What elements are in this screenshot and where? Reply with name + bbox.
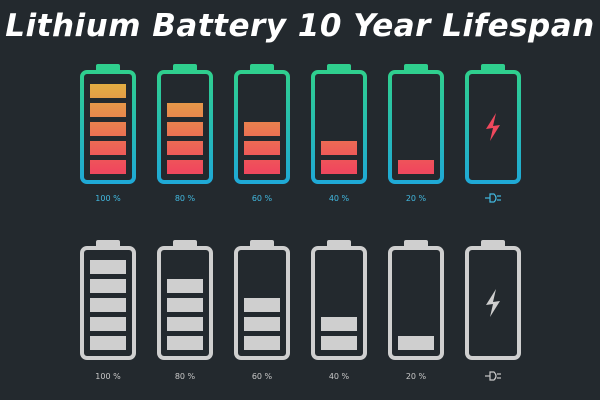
- battery: [465, 64, 521, 184]
- charge-segment: [167, 103, 203, 117]
- charge-segment: [244, 336, 280, 350]
- charge-segment: [90, 336, 126, 350]
- lightning-bolt-icon: [486, 289, 500, 317]
- plug-icon: [485, 371, 501, 381]
- charge-segment: [167, 160, 203, 174]
- battery-frame: [465, 246, 521, 360]
- charge-segment: [167, 317, 203, 331]
- charge-segment: [244, 141, 280, 155]
- charge-segment: [90, 317, 126, 331]
- charge-segment: [90, 122, 126, 136]
- charge-segment: [244, 317, 280, 331]
- charge-segment: [321, 336, 357, 350]
- battery: [388, 64, 444, 184]
- battery-level-label: 40 %: [328, 194, 350, 203]
- battery-level-label: 40 %: [328, 372, 350, 381]
- battery-frame: [311, 246, 367, 360]
- charge-segment: [90, 141, 126, 155]
- battery: [80, 64, 136, 184]
- charge-segment: [321, 141, 357, 155]
- charge-segment: [167, 336, 203, 350]
- lightning-bolt-icon: [486, 113, 500, 141]
- battery-level-label: 60 %: [251, 194, 273, 203]
- page-title: Lithium Battery 10 Year Lifespan: [5, 8, 595, 44]
- battery-frame: [388, 246, 444, 360]
- charge-segment: [90, 84, 126, 98]
- charge-segment: [321, 317, 357, 331]
- battery-frame: [465, 70, 521, 184]
- battery: [234, 240, 290, 360]
- battery-level-label: 80 %: [174, 194, 196, 203]
- charge-segment: [244, 122, 280, 136]
- battery-frame: [80, 246, 136, 360]
- charge-segment: [167, 141, 203, 155]
- charge-segment: [244, 160, 280, 174]
- charge-segment: [398, 336, 434, 350]
- battery-frame: [157, 70, 213, 184]
- plug-icon: [485, 193, 501, 203]
- charge-segment: [244, 298, 280, 312]
- charge-segment: [398, 160, 434, 174]
- charge-segment: [321, 160, 357, 174]
- battery: [388, 240, 444, 360]
- battery-level-label: 20 %: [405, 372, 427, 381]
- battery: [311, 64, 367, 184]
- charge-segment: [167, 279, 203, 293]
- battery-frame: [234, 246, 290, 360]
- battery-frame: [80, 70, 136, 184]
- charge-segment: [90, 298, 126, 312]
- battery-level-label: 20 %: [405, 194, 427, 203]
- charge-segment: [90, 160, 126, 174]
- battery-frame: [388, 70, 444, 184]
- battery: [465, 240, 521, 360]
- battery-level-label: 60 %: [251, 372, 273, 381]
- charge-segment: [90, 103, 126, 117]
- battery: [80, 240, 136, 360]
- charge-segment: [90, 279, 126, 293]
- charge-segment: [167, 298, 203, 312]
- battery-frame: [311, 70, 367, 184]
- charge-segment: [90, 260, 126, 274]
- battery-frame: [234, 70, 290, 184]
- battery: [311, 240, 367, 360]
- battery-level-label: 100 %: [95, 372, 121, 381]
- battery: [234, 64, 290, 184]
- battery: [157, 64, 213, 184]
- battery-frame: [157, 246, 213, 360]
- charge-segment: [167, 122, 203, 136]
- battery-level-label: 80 %: [174, 372, 196, 381]
- battery-level-label: 100 %: [95, 194, 121, 203]
- battery: [157, 240, 213, 360]
